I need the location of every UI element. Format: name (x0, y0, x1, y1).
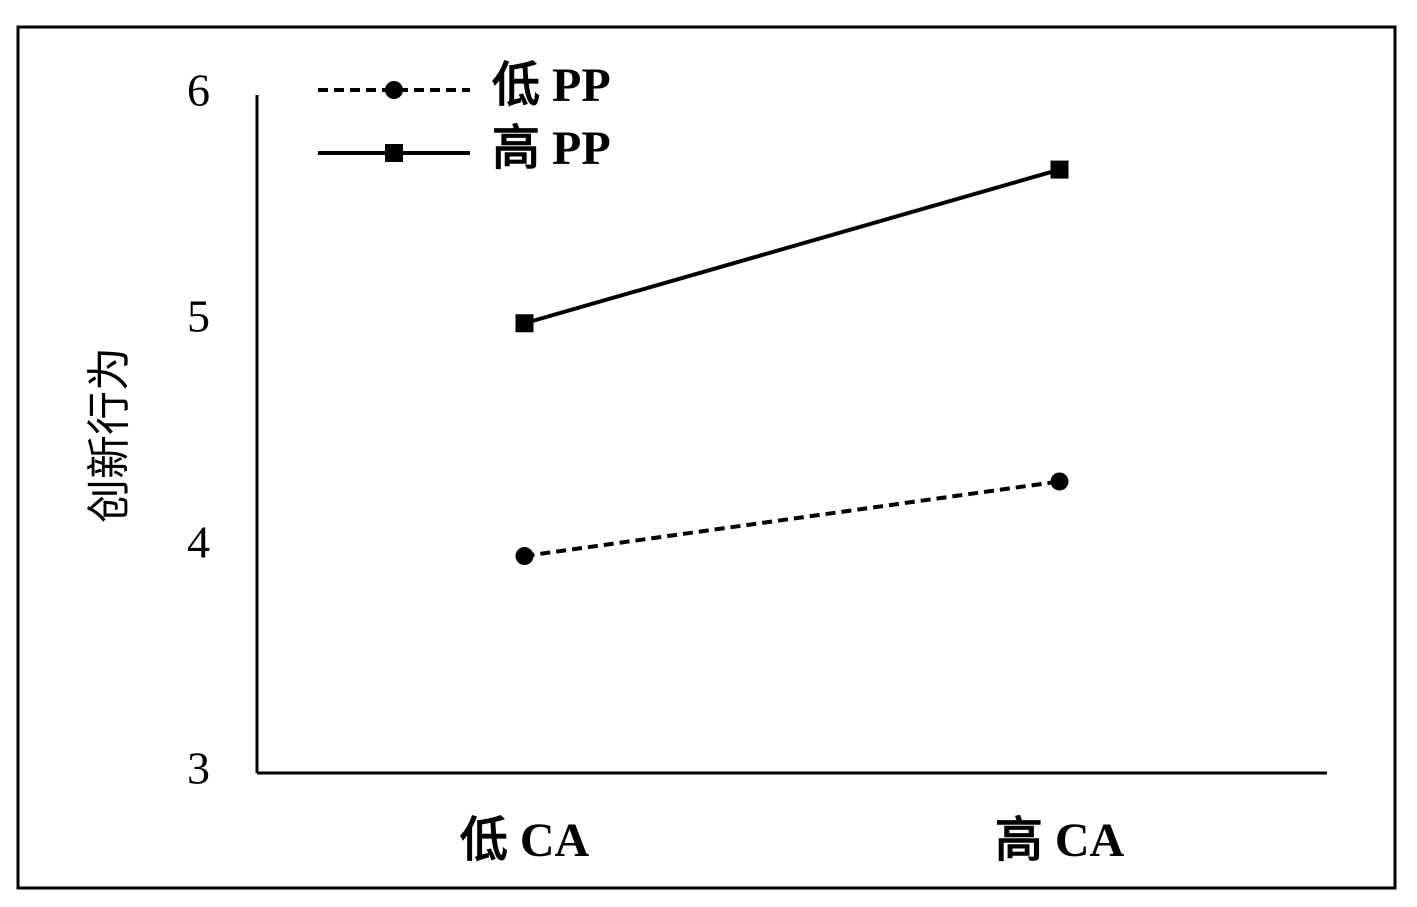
series-line (524, 479, 1060, 559)
data-point (1050, 472, 1069, 491)
y-tick-label: 5 (187, 291, 210, 342)
legend-marker (385, 144, 403, 162)
frame (16, 25, 1397, 890)
legend-label: 低 PP (492, 59, 611, 112)
x-tick-label: 高 CA (995, 814, 1125, 867)
y-tick-label: 6 (187, 65, 210, 116)
x-tick-label: 低 CA (460, 814, 590, 867)
legend-label: 高 PP (492, 122, 611, 175)
y-tick-label: 3 (187, 743, 210, 794)
legend-marker (385, 81, 403, 99)
series-line (523, 167, 1061, 326)
y-axis-label: 创新行为 (84, 347, 135, 523)
data-point (515, 314, 534, 333)
data-point (1050, 160, 1069, 179)
y-tick-label: 4 (187, 517, 210, 568)
data-point (515, 547, 534, 566)
